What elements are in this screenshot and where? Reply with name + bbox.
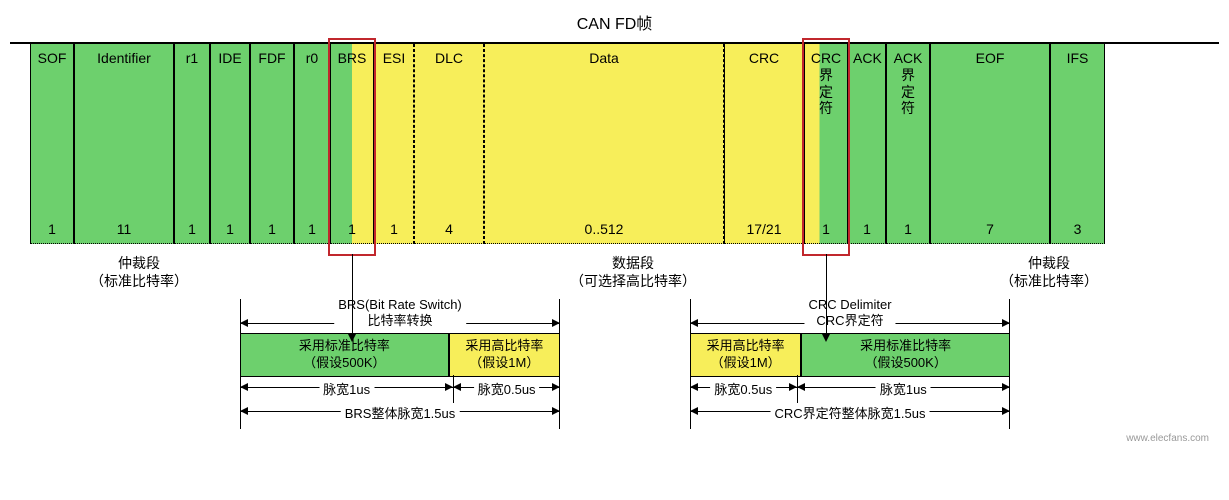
crc-delimiter-detail: CRC Delimiter CRC界定符 采用高比特率 （假设1M） 采用标准比… [690, 299, 1010, 421]
field-fdf: FDF1 [250, 44, 294, 244]
frame-fields-row: SOF1Identifier11r11IDE1FDF1r01BRS1ESI1DL… [10, 44, 1219, 244]
brs-detail: BRS(Bit Rate Switch) 比特率转换 采用标准比特率 （假设50… [240, 299, 560, 421]
field-eof: EOF7 [930, 44, 1050, 244]
field-identifier: Identifier11 [74, 44, 174, 244]
crc-high-rate: 采用高比特率 （假设1M） [690, 333, 801, 377]
field-ide: IDE1 [210, 44, 250, 244]
crc-std-rate: 采用标准比特率 （假设500K） [801, 333, 1010, 377]
segment-annotations: 仲裁段 （标准比特率） 数据段 （可选择高比特率） 仲裁段 （标准比特率） [10, 254, 1219, 294]
field-data: Data0..512 [484, 44, 724, 244]
field-sof: SOF1 [30, 44, 74, 244]
field-brs: BRS1 [330, 44, 374, 244]
brs-high-rate: 采用高比特率 （假设1M） [449, 333, 560, 377]
field-dlc: DLC4 [414, 44, 484, 244]
field-r0: r01 [294, 44, 330, 244]
data-segment-label: 数据段 [612, 255, 654, 271]
field-crc_delim: CRC界定符1 [804, 44, 848, 244]
arbitration-label-right: 仲裁段 [1028, 255, 1070, 271]
field-esi: ESI1 [374, 44, 414, 244]
field-ack_delim: ACK界定符1 [886, 44, 930, 244]
field-crc: CRC17/21 [724, 44, 804, 244]
brs-std-rate: 采用标准比特率 （假设500K） [240, 333, 449, 377]
diagram-title: CAN FD帧 [10, 10, 1219, 34]
field-ack: ACK1 [848, 44, 886, 244]
field-ifs: IFS3 [1050, 44, 1105, 244]
frame-diagram: SOF1Identifier11r11IDE1FDF1r01BRS1ESI1DL… [10, 42, 1219, 449]
arbitration-label: 仲裁段 [118, 255, 160, 271]
detail-row: BRS(Bit Rate Switch) 比特率转换 采用标准比特率 （假设50… [10, 299, 1219, 449]
field-r1: r11 [174, 44, 210, 244]
watermark: www.elecfans.com [1126, 433, 1209, 444]
